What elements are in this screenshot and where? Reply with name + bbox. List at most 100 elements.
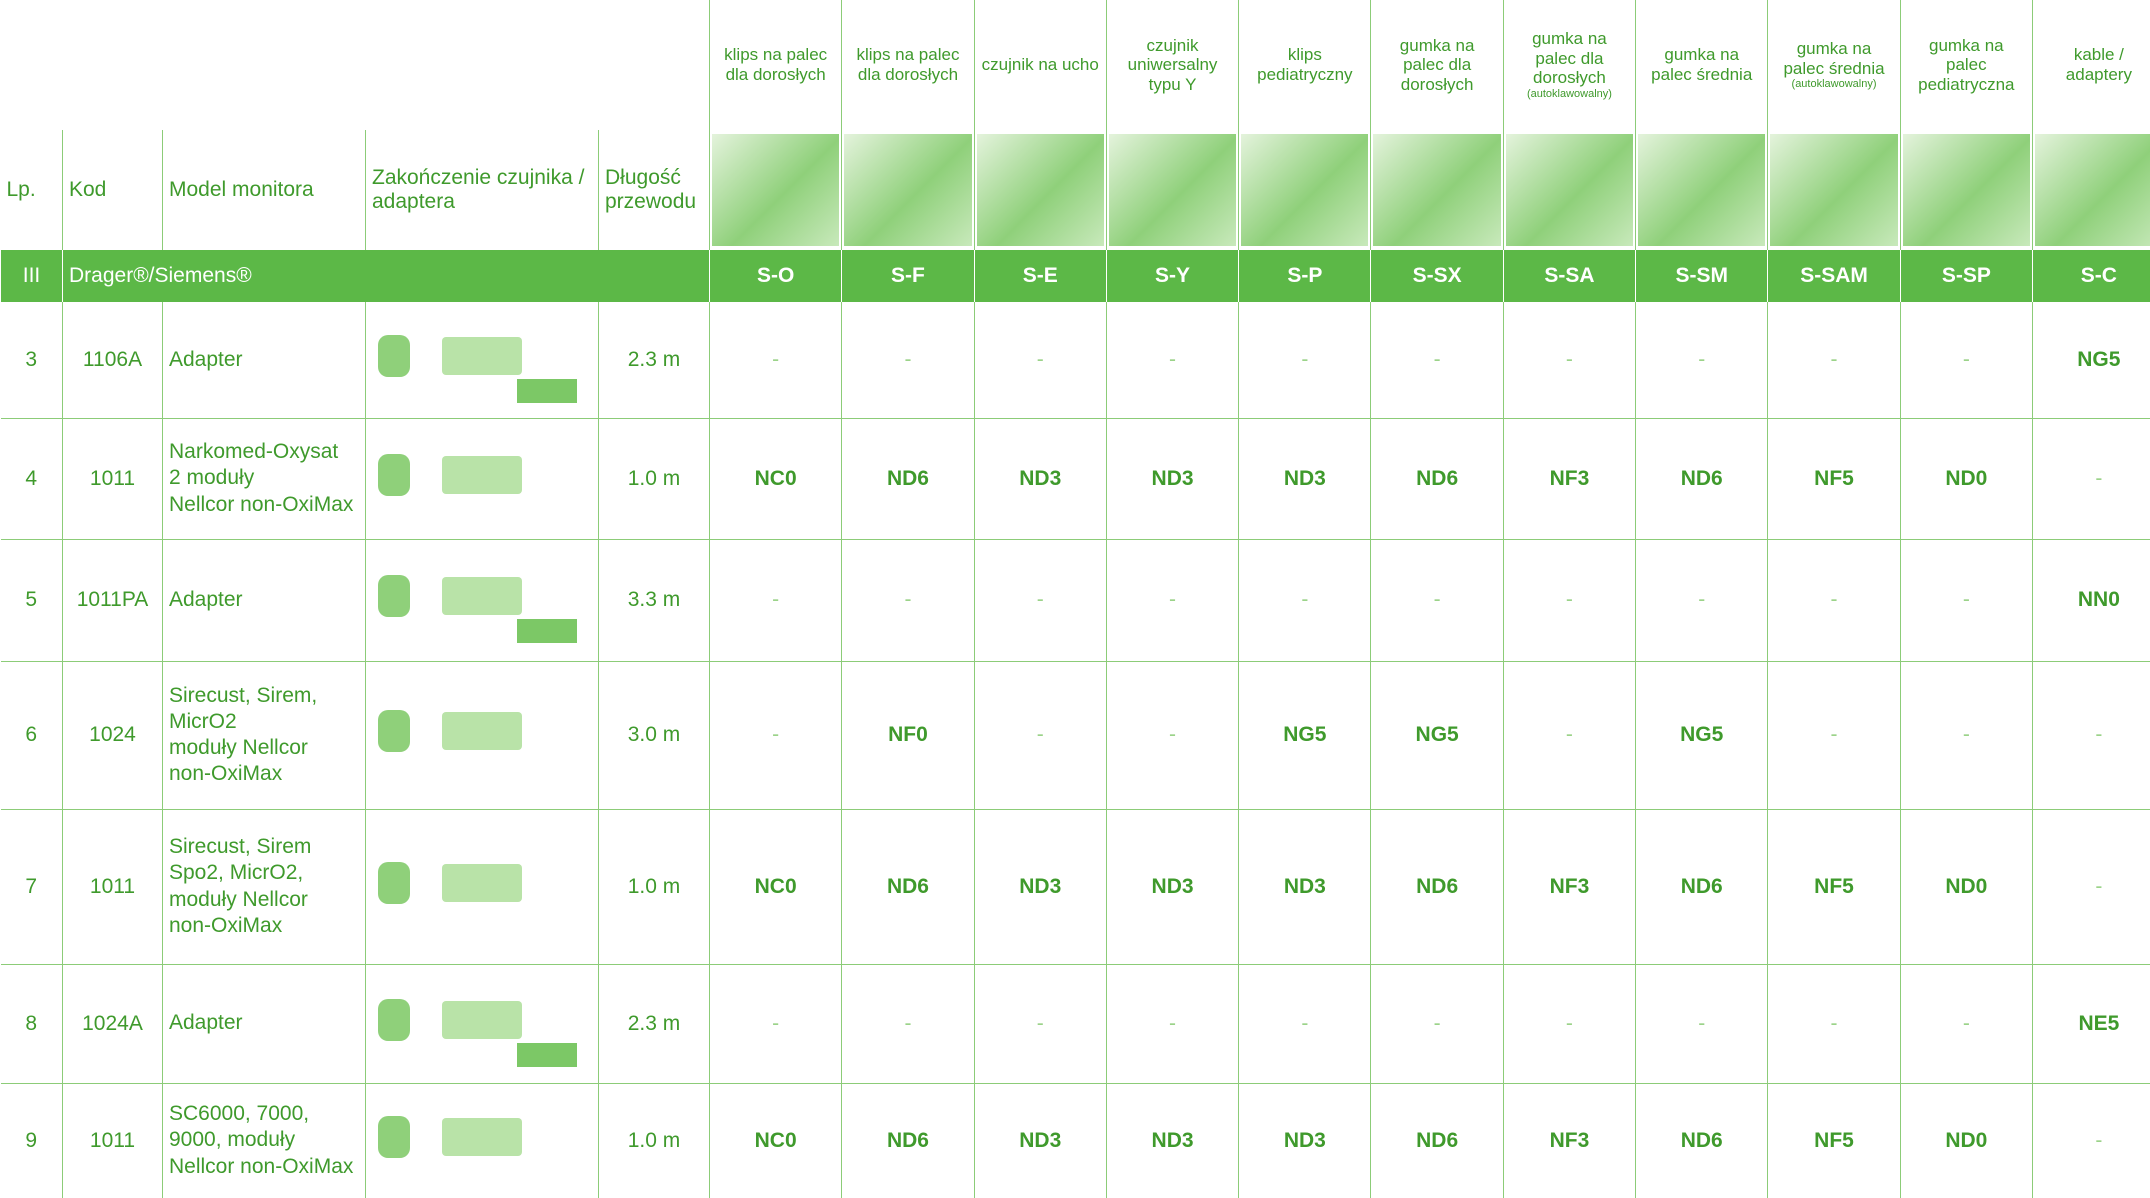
length: 1.0 m bbox=[627, 466, 681, 490]
code: - bbox=[1830, 347, 1838, 371]
code-cell: ND6 bbox=[841, 1083, 975, 1198]
sensor-image-cell bbox=[1899, 130, 2033, 250]
code-cell: - bbox=[1767, 661, 1901, 810]
code: - bbox=[1565, 347, 1573, 371]
sensor-image-cell bbox=[1105, 130, 1239, 250]
model: SC6000, 7000, 9000, moduły Nellcor non-O… bbox=[169, 1102, 354, 1178]
code: - bbox=[1962, 347, 1970, 371]
code: - bbox=[1036, 723, 1044, 746]
sensor-image bbox=[1505, 134, 1634, 246]
column-title: Lp. bbox=[6, 178, 36, 201]
code-cell: - bbox=[1502, 539, 1636, 662]
sensor-name: gumka na palec średnia bbox=[1651, 45, 1753, 84]
model-cell: Adapter bbox=[162, 539, 366, 662]
sensor-name: gumka na palec pediatryczna bbox=[1918, 35, 2015, 94]
sensor-code: S-SP bbox=[1899, 250, 2033, 302]
lp: 3 bbox=[25, 347, 38, 371]
code-cell: - bbox=[2031, 418, 2150, 540]
kod-cell: 1011 bbox=[62, 418, 163, 540]
code: ND3 bbox=[1019, 874, 1062, 898]
code-cell: ND0 bbox=[1899, 809, 2033, 965]
code: ND3 bbox=[1019, 1128, 1062, 1152]
code: ND3 bbox=[1151, 874, 1194, 898]
code: - bbox=[904, 347, 912, 371]
code: - bbox=[1433, 347, 1441, 371]
kod-cell: 1011 bbox=[62, 809, 163, 965]
sensor-image bbox=[1108, 134, 1237, 246]
code-cell: ND6 bbox=[841, 809, 975, 965]
code: - bbox=[1565, 723, 1573, 746]
code: ND3 bbox=[1283, 1128, 1326, 1152]
code-cell: ND3 bbox=[1238, 809, 1371, 965]
column-title: Kod bbox=[69, 178, 107, 201]
code-cell: ND3 bbox=[1105, 418, 1239, 540]
code-cell: NF0 bbox=[841, 661, 975, 810]
code-cell: - bbox=[1370, 964, 1504, 1084]
kod: 1024A bbox=[82, 1011, 143, 1035]
lp-cell: 9 bbox=[0, 1083, 63, 1198]
code-cell: NG5 bbox=[2031, 302, 2150, 419]
code: - bbox=[772, 347, 780, 371]
code: NF3 bbox=[1549, 874, 1590, 898]
sensor-code-text: S-SM bbox=[1675, 264, 1728, 287]
code: ND6 bbox=[1416, 874, 1459, 898]
model-cell: Sirecust, Sirem Spo2, MicrO2, moduły Nel… bbox=[162, 809, 366, 965]
connector-cell bbox=[365, 964, 599, 1084]
code-cell: - bbox=[1105, 539, 1239, 662]
column-title: Zakończenie czujnika / adaptera bbox=[372, 166, 585, 213]
code: - bbox=[772, 723, 780, 746]
sensor-image-cell bbox=[1502, 130, 1636, 250]
column-header: Lp. bbox=[1, 130, 63, 250]
code: ND3 bbox=[1151, 1128, 1194, 1152]
data-row: 6 1024 Sirecust, Sirem, MicrO2 moduły Nell… bbox=[0, 661, 2150, 810]
code-cell: - bbox=[973, 302, 1107, 419]
length: 2.3 m bbox=[627, 1011, 681, 1035]
code-cell: - bbox=[1767, 302, 1901, 419]
kod: 1011 bbox=[89, 874, 136, 898]
sensor-name: czujnik na ucho bbox=[981, 55, 1099, 75]
code: - bbox=[1565, 588, 1573, 611]
model: Adapter bbox=[169, 347, 243, 371]
lp: 4 bbox=[25, 466, 38, 490]
code-cell: - bbox=[1635, 964, 1768, 1084]
sensor-image bbox=[2034, 134, 2150, 246]
connector-cell bbox=[365, 809, 599, 965]
section-number-text: III bbox=[22, 264, 41, 287]
model: Sirecust, Sirem, MicrO2 moduły Nellcor n… bbox=[169, 683, 318, 786]
sensor-name: czujnik uniwersalny typu Y bbox=[1127, 35, 1218, 94]
model-cell: Narkomed-Oxysat 2 moduły Nellcor non-Oxi… bbox=[162, 418, 366, 540]
sensor-name: gumka na palec dla dorosłych bbox=[1399, 35, 1475, 94]
code: - bbox=[1962, 588, 1970, 611]
model-cell: Adapter bbox=[162, 964, 366, 1084]
code: ND6 bbox=[1416, 466, 1459, 490]
model-cell: SC6000, 7000, 9000, moduły Nellcor non-O… bbox=[162, 1083, 366, 1198]
sensor-note: (autoklawowalny) bbox=[1526, 88, 1612, 100]
connector-cell bbox=[365, 539, 599, 662]
code: NC0 bbox=[754, 874, 797, 898]
sensor-name-cell: czujnik uniwersalny typu Y bbox=[1105, 0, 1239, 130]
sensor-image-cell bbox=[1767, 130, 1901, 250]
code: ND6 bbox=[1680, 466, 1723, 490]
code: - bbox=[1830, 588, 1838, 611]
code-cell: NN0 bbox=[2031, 539, 2150, 662]
kod: 1011 bbox=[89, 1128, 136, 1152]
code-cell: - bbox=[1635, 302, 1768, 419]
code-cell: ND3 bbox=[1238, 1083, 1371, 1198]
sensor-code: S-O bbox=[708, 250, 842, 302]
length-cell: 1.0 m bbox=[598, 809, 710, 965]
sensor-image bbox=[1902, 134, 2030, 246]
sensor-name-cell: gumka na palec dla dorosłych bbox=[1370, 0, 1504, 130]
code: - bbox=[1301, 588, 1309, 611]
code: - bbox=[1169, 347, 1177, 371]
lp: 9 bbox=[25, 1128, 38, 1152]
code: ND0 bbox=[1945, 1128, 1988, 1152]
code-cell: ND0 bbox=[1899, 1083, 2033, 1198]
sensor-code: S-SAM bbox=[1767, 250, 1901, 302]
sensor-name-cell: klips na palec dla dorosłych bbox=[841, 0, 975, 130]
model: Narkomed-Oxysat 2 moduły Nellcor non-Oxi… bbox=[169, 440, 354, 516]
code-cell: ND6 bbox=[841, 418, 975, 540]
sensor-code-text: S-SX bbox=[1412, 264, 1462, 287]
code-cell: - bbox=[841, 539, 975, 662]
sensor-code-text: S-SP bbox=[1941, 264, 1991, 287]
sensor-image-cell bbox=[841, 130, 975, 250]
